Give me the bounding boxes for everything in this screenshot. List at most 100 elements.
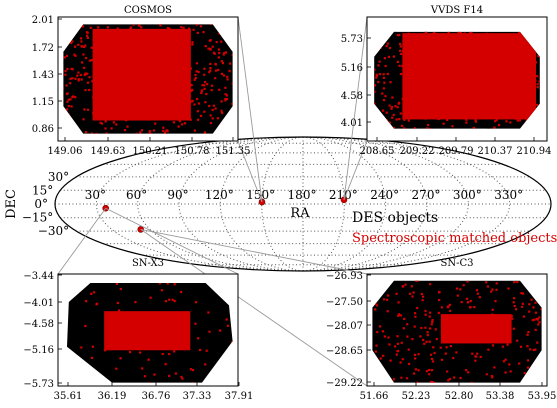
matched-point (475, 104, 477, 106)
matched-point (383, 99, 385, 101)
matched-point (137, 103, 139, 105)
matched-point (496, 69, 498, 71)
inset-y-tick-label: −3.44 (23, 271, 54, 282)
matched-dense-region (402, 33, 536, 119)
matched-point (96, 111, 98, 113)
matched-point (418, 353, 420, 355)
matched-point (467, 48, 469, 50)
matched-point (159, 105, 161, 107)
matched-point (500, 99, 502, 101)
matched-point (529, 348, 531, 350)
matched-point (484, 108, 486, 110)
matched-point (209, 49, 211, 51)
matched-point (178, 114, 180, 116)
matched-point (81, 61, 83, 63)
matched-point (477, 76, 479, 78)
matched-point (200, 25, 202, 27)
matched-point (512, 34, 514, 36)
matched-point (141, 112, 143, 114)
matched-point (514, 43, 516, 45)
matched-point (413, 372, 415, 374)
matched-point (408, 349, 410, 351)
inset-vvds: VVDS F145.735.164.584.01208.65 209.22 209.… (341, 5, 552, 157)
matched-point (109, 63, 111, 65)
matched-point (493, 114, 495, 116)
matched-point (435, 57, 437, 59)
matched-point (381, 92, 383, 94)
matched-point (447, 379, 449, 381)
matched-point (65, 84, 67, 86)
ra-tick-label: 300° (453, 188, 482, 202)
matched-point (403, 318, 405, 320)
matched-point (410, 83, 412, 85)
matched-point (528, 85, 530, 87)
matched-point (386, 299, 388, 301)
matched-point (400, 53, 402, 55)
matched-point (383, 87, 385, 89)
matched-point (473, 61, 475, 63)
matched-point (491, 288, 493, 290)
matched-point (467, 110, 469, 112)
matched-point (97, 26, 99, 28)
matched-point (210, 114, 212, 116)
inset-y-tick-label: 5.73 (341, 34, 363, 45)
matched-point (452, 334, 454, 336)
matched-point (191, 43, 193, 45)
inset-y-tick-label: 1.72 (32, 43, 54, 54)
matched-point (163, 91, 165, 93)
matched-point (222, 62, 224, 64)
matched-point (126, 49, 128, 51)
matched-point (134, 301, 136, 303)
matched-point (112, 102, 114, 104)
matched-point (83, 67, 85, 69)
matched-point (72, 95, 74, 97)
matched-point (462, 98, 464, 100)
matched-point (419, 91, 421, 93)
matched-point (518, 32, 520, 34)
inset-x-tick-label: 210.37 (478, 146, 513, 157)
matched-point (468, 329, 470, 331)
matched-point (81, 78, 83, 80)
inset-y-tick-label: 5.16 (341, 63, 363, 74)
matched-point (109, 78, 111, 80)
matched-point (513, 297, 515, 299)
matched-point (149, 71, 151, 73)
matched-point (188, 39, 190, 41)
matched-point (476, 81, 478, 83)
matched-point (424, 327, 426, 329)
matched-point (129, 116, 131, 118)
matched-point (197, 110, 199, 112)
matched-point (440, 347, 442, 349)
matched-point (404, 284, 406, 286)
matched-point (379, 325, 381, 327)
matched-point (484, 94, 486, 96)
matched-point (498, 49, 500, 51)
matched-point (485, 52, 487, 54)
connector-line (141, 229, 367, 274)
matched-point (101, 123, 103, 125)
matched-point (403, 327, 405, 329)
matched-point (92, 346, 94, 348)
matched-point (102, 42, 104, 44)
matched-point (193, 29, 195, 31)
matched-point (186, 97, 188, 99)
matched-point (77, 72, 79, 74)
matched-point (537, 323, 539, 325)
matched-point (174, 313, 176, 315)
matched-point (115, 123, 117, 125)
inset-x-tick-label: 151.35 (216, 146, 251, 157)
inset-x-tick-label: 150.78 (175, 146, 210, 157)
matched-point (223, 74, 225, 76)
matched-point (397, 315, 399, 317)
matched-point (173, 350, 175, 352)
matched-point (445, 314, 447, 316)
matched-point (380, 357, 382, 359)
matched-point (516, 340, 518, 342)
matched-point (533, 94, 535, 96)
matched-point (431, 69, 433, 71)
matched-point (522, 303, 524, 305)
matched-point (102, 85, 104, 87)
matched-point (417, 369, 419, 371)
matched-point (170, 116, 172, 118)
matched-point (519, 62, 521, 64)
